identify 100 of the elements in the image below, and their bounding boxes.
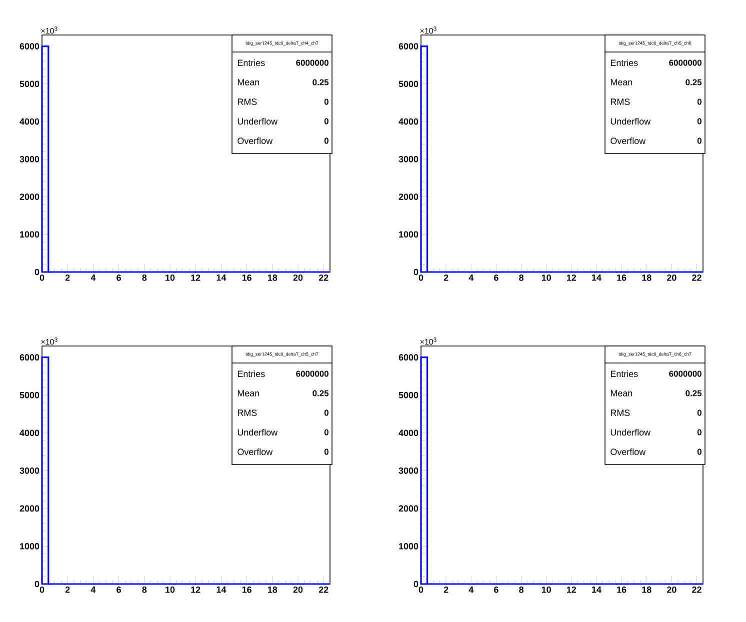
annotation: Overflow	[238, 448, 273, 456]
x-tick-label: 18	[268, 586, 278, 593]
y-tick-label: 0	[414, 268, 418, 276]
annotation: 0.25	[686, 79, 702, 86]
y-tick-label: 4000	[398, 430, 418, 436]
y-tick-label: 1000	[20, 231, 40, 238]
y-tick-label: 2000	[398, 194, 418, 200]
x-tick-label: 12	[191, 274, 200, 281]
x-tick-label: 14	[216, 274, 226, 281]
annotation: Overflow	[238, 137, 273, 144]
annotation: 0	[324, 138, 328, 144]
annotation: 6000000	[669, 60, 702, 66]
annotation: 0	[324, 98, 328, 105]
y-tick-label: 0	[34, 580, 40, 588]
x-tick-label: 16	[617, 274, 626, 281]
y-tick-label: 0	[34, 268, 40, 276]
annotation: RMS	[610, 410, 630, 416]
annotation: 0	[324, 429, 328, 436]
x-tick-label: 14	[216, 586, 226, 593]
x-tick-label: 2	[65, 274, 70, 281]
annotation: 0	[697, 448, 702, 455]
x-tick-label: 22	[692, 586, 702, 593]
x-tick-label: 0	[40, 274, 44, 281]
y-tick-label: 2000	[20, 505, 40, 512]
x-tick-label: 6	[494, 274, 498, 281]
annotation: Underflow	[238, 428, 278, 436]
x-tick-label: 22	[692, 274, 702, 281]
annotation: Mean	[610, 390, 632, 396]
annotation: Overflow	[610, 137, 646, 144]
x-tick-label: 4	[90, 586, 96, 593]
x-tick-label: 4	[468, 274, 474, 281]
x-tick-label: 18	[642, 274, 652, 281]
y-tick-label: 3000	[20, 467, 40, 474]
x-tick-label: 4	[90, 274, 96, 281]
x-tick-label: 6	[494, 586, 498, 593]
annotation: Underflow	[610, 428, 651, 436]
x-tick-label: 0	[418, 274, 424, 281]
annotation: Entries	[238, 370, 265, 378]
y-tick-label: 3000	[20, 156, 40, 162]
x-tick-label: 2	[444, 586, 448, 593]
x-tick-label: 22	[318, 274, 328, 281]
annotation: 6000000	[296, 370, 328, 377]
x-tick-label: 12	[566, 586, 576, 593]
annotation: 0.25	[312, 79, 329, 86]
x-tick-label: 14	[592, 586, 602, 593]
annotation: Underflow	[238, 118, 278, 125]
annotation: 0	[324, 448, 328, 455]
x-tick-label: 0	[418, 586, 424, 593]
annotation: RMS	[238, 98, 257, 105]
x-tick-label: 8	[519, 274, 524, 281]
annotation: 0	[324, 118, 328, 124]
annotation: 0	[324, 410, 328, 416]
x-tick-label: 6	[116, 274, 121, 281]
y-tick-label: 2000	[398, 505, 418, 512]
x-tick-label: 4	[468, 586, 474, 593]
x-tick-label: 10	[542, 274, 551, 281]
annotation: 0	[697, 429, 702, 436]
y-tick-label: 6000	[20, 354, 40, 361]
x-tick-label: 14	[592, 274, 602, 281]
y-tick-label: 4000	[398, 118, 418, 125]
annotation: 0	[697, 118, 702, 124]
y-tick-label: 3000	[398, 467, 418, 474]
x-tick-label: 22	[318, 586, 328, 593]
y-tick-label: 3000	[398, 156, 418, 162]
annotation: Entries	[238, 59, 265, 66]
y-tick-label: 6000	[398, 43, 418, 50]
y-tick-label: 6000	[20, 43, 40, 50]
x-tick-label: 0	[40, 586, 44, 593]
x-tick-label: 12	[191, 586, 200, 593]
x-tick-label: 12	[566, 274, 576, 281]
annotation: 0.25	[686, 390, 702, 396]
x-tick-label: 20	[293, 586, 303, 593]
y-tick-label: 5000	[20, 392, 40, 398]
x-tick-label: 20	[667, 274, 676, 281]
x-tick-label: 2	[444, 274, 448, 281]
annotation: Mean	[238, 79, 260, 86]
x-tick-label: 16	[242, 274, 252, 281]
annotation: Underflow	[610, 118, 651, 125]
annotation: 6000000	[296, 60, 328, 66]
y-tick-label: 1000	[399, 231, 418, 238]
y-tick-label: 6000	[398, 354, 418, 361]
x-tick-label: 18	[268, 274, 278, 281]
annotation: Entries	[610, 59, 638, 66]
y-tick-label: 4000	[20, 430, 40, 436]
x-tick-label: 10	[166, 586, 175, 593]
y-tick-label: 4000	[20, 118, 40, 125]
y-tick-label: 1000	[20, 543, 40, 550]
y-tick-label: 1000	[399, 543, 418, 550]
y-tick-label: 0	[414, 580, 418, 588]
x-tick-label: 8	[519, 586, 524, 593]
x-tick-label: 10	[166, 274, 175, 281]
annotation: RMS	[238, 410, 257, 416]
annotation: 6000000	[669, 370, 702, 377]
x-tick-label: 16	[617, 586, 626, 593]
y-tick-label: 5000	[20, 80, 40, 88]
annotation: 0	[697, 410, 702, 416]
x-tick-label: 10	[542, 586, 551, 593]
y-tick-label: 5000	[398, 392, 418, 398]
x-tick-label: 2	[65, 586, 70, 593]
annotation: 0	[697, 98, 702, 105]
